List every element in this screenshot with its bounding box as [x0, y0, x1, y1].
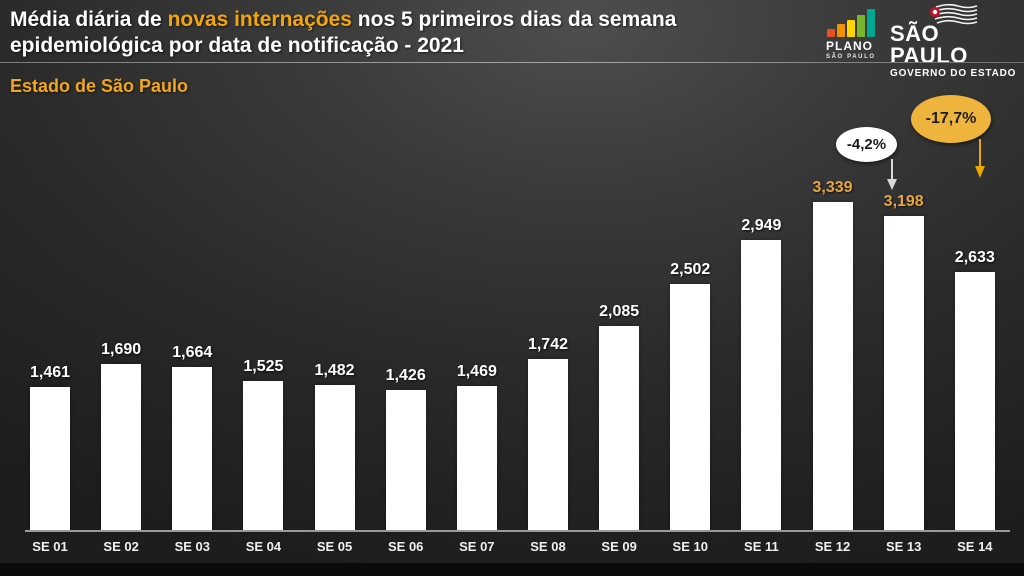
bar: 1,742: [528, 336, 568, 531]
x-axis-label: SE 04: [245, 539, 282, 554]
chart-subtitle: Estado de São Paulo: [10, 76, 189, 96]
annotation-arrow-down-icon-se14: [975, 139, 985, 178]
bar: 2,633: [955, 249, 995, 531]
x-axis-label: SE 01: [32, 539, 68, 554]
bar: 2,949: [741, 217, 781, 531]
bar-value-label: 1,461: [29, 364, 71, 381]
bar-value-label: 1,482: [314, 362, 355, 379]
annotation-arrow-down-icon-se13: [887, 159, 897, 190]
x-axis-label: SE 08: [530, 539, 566, 554]
x-axis-labels: SE 01 SE 02 SE 03 SE 04 SE 05 SE 06 SE 07 SE 08…: [30, 539, 995, 554]
bar-value-label: 1,664: [172, 344, 213, 361]
sao-paulo-flag-icon: [930, 4, 978, 25]
bar: 2,502: [670, 261, 710, 531]
bar-value-label: 2,949: [741, 217, 782, 234]
plano-logo-subtext: SÃO PAULO: [826, 54, 876, 60]
plano-sao-paulo-logo: PLANO SÃO PAULO: [826, 9, 884, 60]
x-axis-label: SE 05: [316, 539, 353, 554]
plano-logo-bar: [837, 24, 845, 37]
x-axis-label: SE 09: [601, 539, 637, 554]
bar: 2,085: [599, 303, 639, 531]
bar-value-label: 1,426: [385, 367, 426, 384]
bar-value-label: 1,525: [243, 358, 284, 375]
bar-value-label: 2,633: [954, 249, 995, 266]
x-axis-label: SE 03: [174, 539, 210, 554]
x-axis-label: SE 06: [387, 539, 424, 554]
gov-logo-subtext: GOVERNO DO ESTADO: [890, 68, 1017, 79]
x-axis-label: SE 02: [103, 539, 139, 554]
bar: 3,339: [813, 179, 853, 531]
bar-value-label: 1,742: [527, 336, 569, 353]
x-axis-label: SE 10: [672, 539, 708, 554]
bar-value-label: 2,502: [670, 261, 711, 278]
sao-paulo-gov-logo: SÃO PAULO GOVERNO DO ESTADO: [890, 4, 1020, 79]
bar: 1,426: [386, 367, 426, 531]
title-suffix: nos 5 primeiros dias da semana epidemiol…: [10, 8, 677, 57]
bars-row: 1,461 1,690 1,664 1,525 1,482 1,426 1,469 1,742…: [30, 179, 995, 531]
header-divider: [0, 62, 1024, 63]
bar: 1,461: [30, 364, 70, 531]
bar: 1,482: [315, 362, 355, 531]
bar: 3,198: [884, 193, 924, 531]
bar: 1,690: [101, 341, 141, 531]
x-axis-label: SE 11: [744, 539, 779, 554]
bar: 1,469: [457, 363, 497, 531]
bar-value-label: 1,469: [456, 363, 497, 380]
plano-logo-bars-icon: [827, 9, 884, 37]
bar: 1,664: [172, 344, 212, 531]
title-highlight: novas internações: [167, 8, 352, 31]
bar: 1,525: [243, 358, 283, 531]
annotation-bubble-se14: -17,7%: [911, 95, 991, 143]
bar-value-label: 3,198: [883, 193, 924, 210]
annotation-bubble-se13: -4,2%: [836, 127, 897, 162]
x-axis-label: SE 14: [957, 539, 993, 554]
plano-logo-bar: [827, 29, 835, 37]
bar-value-label: 1,690: [101, 341, 142, 358]
bar-value-label: 2,085: [599, 303, 640, 320]
bar-value-label: 3,339: [812, 179, 853, 196]
gov-logo-text: SÃO PAULO: [890, 21, 968, 68]
x-axis-label: SE 12: [814, 539, 851, 554]
title-prefix: Média diária de: [10, 8, 168, 31]
page-title: Média diária de novas internações nos 5 …: [10, 7, 780, 59]
x-axis-label: SE 07: [459, 539, 495, 554]
plano-logo-bar: [857, 15, 865, 37]
plano-logo-bar: [867, 9, 875, 37]
plano-logo-bar: [847, 20, 855, 37]
x-axis-line: [25, 530, 1010, 532]
footer-strip: [0, 563, 1024, 576]
plano-logo-text: PLANO: [826, 39, 873, 53]
annotation-text-se14: -17,7%: [925, 110, 977, 127]
x-axis-label: SE 13: [885, 539, 922, 554]
annotation-text-se13: -4,2%: [846, 136, 887, 153]
